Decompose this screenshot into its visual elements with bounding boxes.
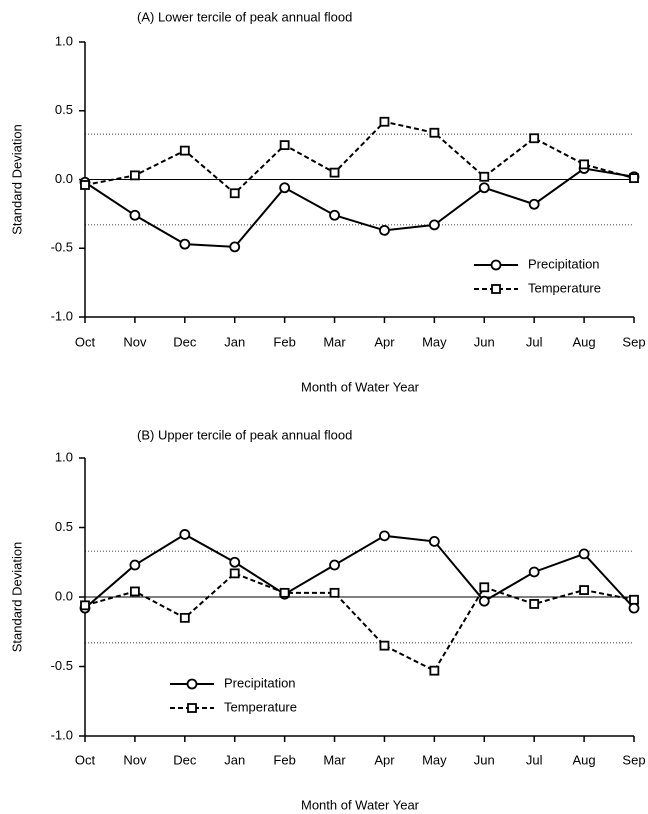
x-tick-label: Nov [123,752,147,767]
marker-square [229,188,240,199]
marker-square [579,585,589,595]
y-axis-label: Standard Deviation [9,542,24,653]
marker-circle [329,209,340,221]
legend-marker [490,259,502,271]
x-tick-label: Feb [273,334,295,349]
x-tick-label: Aug [573,752,596,767]
marker-square [379,116,390,127]
y-tick-label: 0.5 [55,519,73,534]
legend-marker [187,703,197,713]
y-tick-label: -0.5 [51,240,73,255]
marker-square [229,568,240,579]
x-tick-label: Mar [323,752,346,767]
marker-circle [179,238,191,250]
x-tick-label: Aug [573,334,596,349]
marker-circle [528,566,540,578]
legend-marker [186,678,198,690]
series-line [84,572,635,672]
y-tick-label: 1.0 [55,33,73,48]
marker-circle [578,548,590,560]
chart-title: (A) Lower tercile of peak annual flood [137,9,352,24]
x-tick-label: Oct [75,752,96,767]
marker-square [279,587,290,598]
y-tick-label: 0.5 [55,102,73,117]
x-tick-label: Oct [75,334,96,349]
series-line [84,120,635,195]
marker-square [479,171,490,182]
marker-circle [229,556,241,568]
marker-circle [129,209,141,221]
x-tick-label: Sep [622,334,645,349]
marker-square [629,173,639,184]
y-tick-label: -1.0 [51,308,73,323]
marker-circle [478,595,490,607]
marker-square [329,167,340,178]
marker-square [529,133,540,144]
x-tick-label: Jan [224,752,245,767]
marker-square [579,159,589,170]
marker-square [529,599,540,609]
chart-title: (B) Upper tercile of peak annual flood [137,427,352,442]
x-tick-label: Dec [173,334,197,349]
marker-circle [628,602,640,614]
y-axis-label: Standard Deviation [9,124,24,235]
x-tick-label: Sep [622,752,645,767]
marker-circle [379,530,390,542]
y-tick-label: 0.0 [55,588,73,603]
x-tick-label: Jun [474,752,495,767]
y-tick-label: 1.0 [55,449,73,464]
legend-label: Precipitation [224,675,296,690]
marker-circle [229,241,241,253]
marker-circle [478,182,490,194]
x-tick-label: Apr [374,334,395,349]
y-tick-label: -1.0 [51,727,73,742]
marker-circle [379,224,390,236]
x-tick-label: Nov [123,334,147,349]
x-tick-label: Mar [323,334,346,349]
marker-square [279,140,290,151]
panel: (B) Upper tercile of peak annual flood Mo… [9,427,645,812]
legend-label: Temperature [528,280,601,295]
marker-square [130,586,140,597]
marker-circle [528,198,540,210]
x-tick-label: Feb [273,752,295,767]
y-tick-label: 0.0 [55,171,73,186]
marker-square [80,180,90,190]
y-tick-label: -0.5 [51,658,73,673]
x-axis-label: Month of Water Year [301,379,420,394]
x-tick-label: Jul [526,334,543,349]
x-tick-label: Apr [374,752,395,767]
marker-square [629,594,639,605]
marker-circle [428,219,440,231]
legend-label: Precipitation [528,256,600,271]
x-axis-label: Month of Water Year [301,797,420,812]
legend-marker [491,284,501,294]
x-tick-label: Jan [224,334,245,349]
marker-circle [129,559,141,571]
marker-square [130,170,140,181]
x-tick-label: Jun [474,334,495,349]
x-tick-label: Dec [173,752,197,767]
marker-square [179,145,190,156]
series-line [84,533,635,609]
series-line [84,167,635,248]
x-tick-label: May [422,752,447,767]
marker-circle [428,536,440,547]
x-tick-label: Jul [526,752,543,767]
x-tick-label: May [422,334,447,349]
marker-circle [329,559,340,571]
marker-square [479,582,490,593]
legend-label: Temperature [224,699,297,714]
marker-circle [179,529,191,540]
marker-square [379,640,390,651]
marker-square [429,665,440,676]
panel: (A) Lower tercile of peak annual flood Mo… [9,9,645,394]
marker-circle [279,182,291,194]
marker-square [179,612,190,623]
marker-square [80,600,90,611]
marker-square [329,587,340,598]
marker-square [429,127,440,138]
